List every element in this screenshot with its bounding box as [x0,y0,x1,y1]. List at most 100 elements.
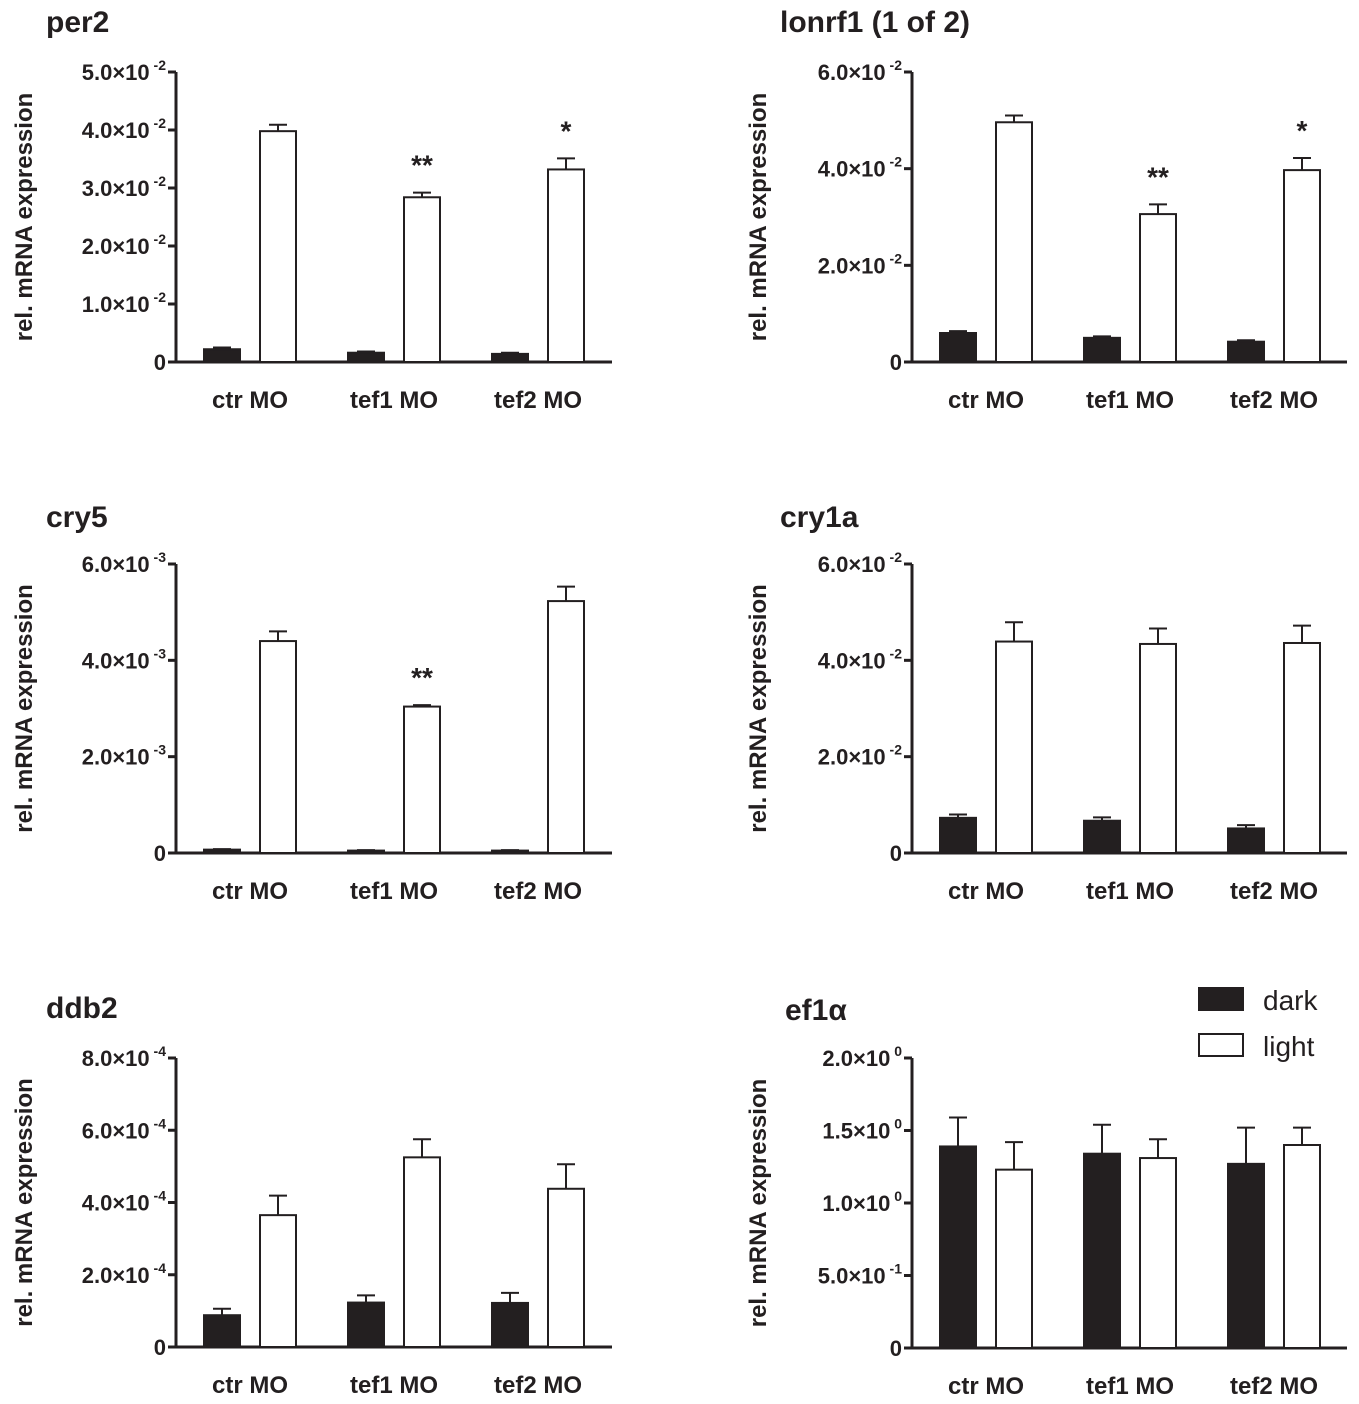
legend-light-label: light [1263,1031,1315,1062]
y-tick-label: 6.0×10 -4 [82,1115,166,1143]
x-tick-label: ctr MO [212,387,288,414]
y-tick-label: 4.0×10 -2 [818,645,902,673]
y-tick-label: 4.0×10 -4 [82,1188,166,1216]
bar-light [995,1168,1033,1350]
y-tick-label: 0 [890,841,902,866]
x-tick-label: tef1 MO [350,878,438,905]
y-axis-label: rel. mRNA expression [745,584,772,833]
legend-dark-swatch [1198,987,1244,1011]
legend-dark-label: dark [1263,985,1318,1016]
y-tick-label: 1.0×10 -2 [82,289,166,317]
legend: dark light [1198,985,1318,1062]
bar-light [403,1156,441,1348]
y-axis-label: rel. mRNA expression [745,93,772,342]
x-tick-label: ctr MO [212,1372,288,1399]
y-tick-label: 2.0×10 -2 [818,250,902,278]
bar-dark [203,1314,241,1348]
chart-panel-4: cry1a rel. mRNA expression 0 2.0×10 -2 4.0×1… [745,501,1347,905]
y-axis-label: rel. mRNA expression [11,584,38,833]
bar-dark [1083,819,1121,854]
bar-dark [1083,336,1121,364]
chart-title: ddb2 [46,992,118,1025]
x-tick-label: tef1 MO [350,1372,438,1399]
bar-light [259,1214,297,1349]
y-tick-label: 5.0×10 -1 [818,1261,902,1289]
bar-light [1139,642,1177,854]
chart-title: cry5 [46,501,108,534]
bar-light [1283,1144,1321,1349]
chart-panel-3: cry5 rel. mRNA expression 0 2.0×10 -3 4.0×10… [11,501,612,905]
y-tick-label: 2.0×10 0 [822,1043,902,1071]
bar-dark [1083,1152,1121,1349]
y-tick-label: 0 [890,350,902,375]
bar-dark [347,849,385,855]
chart-title: cry1a [780,501,859,534]
significance-annotation: ** [411,150,433,181]
x-tick-label: tef1 MO [1086,878,1174,905]
x-tick-label: ctr MO [948,878,1024,905]
y-tick-label: 3.0×10 -2 [82,173,166,201]
y-axis-label: rel. mRNA expression [745,1079,772,1328]
bar-dark [1227,827,1265,854]
y-tick-label: 1.0×10 0 [822,1188,902,1216]
y-tick-label: 0 [154,350,166,375]
y-tick-label: 1.5×10 0 [822,1116,902,1144]
x-tick-label: tef2 MO [1230,1373,1318,1400]
bar-dark [203,848,241,855]
y-tick-label: 8.0×10 -4 [82,1043,166,1071]
chart-panel-6: ef1α rel. mRNA expression 0 5.0×10 -1 1.0×10… [745,994,1347,1400]
significance-annotation: ** [411,662,433,693]
x-tick-label: ctr MO [948,387,1024,414]
significance-annotation: * [561,115,572,146]
bar-dark [203,348,241,363]
x-tick-label: tef2 MO [1230,878,1318,905]
y-tick-label: 6.0×10 -2 [818,549,902,577]
x-tick-label: tef2 MO [494,878,582,905]
bar-light [1283,169,1321,363]
bar-light [547,600,585,854]
y-tick-label: 0 [154,841,166,866]
bar-dark [347,1301,385,1349]
x-tick-label: tef1 MO [1086,387,1174,414]
bar-dark [939,332,977,363]
bar-light [547,1187,585,1348]
x-tick-label: tef1 MO [350,387,438,414]
significance-annotation: ** [1147,161,1169,192]
y-tick-label: 4.0×10 -3 [82,645,166,673]
y-tick-label: 2.0×10 -3 [82,742,166,770]
y-tick-label: 0 [890,1336,902,1361]
significance-annotation: * [1297,115,1308,146]
bar-dark [491,352,529,364]
x-tick-label: tef2 MO [494,1372,582,1399]
y-tick-label: 2.0×10 -4 [82,1260,166,1288]
bar-light [259,130,297,363]
y-tick-label: 6.0×10 -2 [818,57,902,85]
bar-dark [939,816,977,854]
y-tick-label: 2.0×10 -2 [818,742,902,770]
bar-light [1139,213,1177,363]
x-tick-label: tef2 MO [494,387,582,414]
y-tick-label: 4.0×10 -2 [82,115,166,143]
chart-panel-2: lonrf1 (1 of 2) rel. mRNA expression 0 2.0×… [745,6,1347,414]
bar-light [547,168,585,363]
bar-dark [491,1301,529,1348]
y-tick-label: 2.0×10 -2 [82,231,166,259]
y-tick-label: 6.0×10 -3 [82,549,166,577]
bar-light [995,640,1033,854]
bar-light [1139,1157,1177,1350]
bar-dark [939,1145,977,1349]
bar-light [995,121,1033,364]
chart-title: per2 [46,6,109,39]
y-axis-label: rel. mRNA expression [11,93,38,342]
bar-light [403,196,441,363]
chart-panel-5: ddb2 rel. mRNA expression 0 2.0×10 -4 4.0×10… [11,992,612,1399]
bar-dark [1227,1162,1265,1349]
x-tick-label: ctr MO [212,878,288,905]
y-tick-label: 0 [154,1335,166,1360]
x-tick-label: ctr MO [948,1373,1024,1400]
legend-light-swatch [1198,1033,1244,1057]
chart-title: ef1α [785,994,847,1027]
bar-light [1283,641,1321,855]
bar-dark [1227,340,1265,364]
